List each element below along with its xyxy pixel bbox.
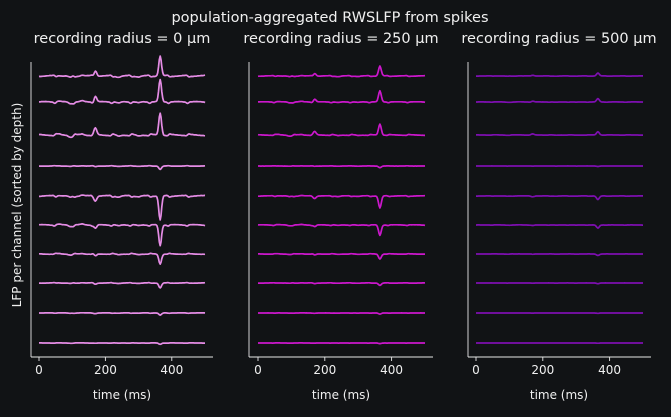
- x-tick-label: 0: [472, 363, 480, 377]
- series-line-channel-7: [39, 253, 205, 264]
- axes: 0 200 400: [249, 62, 433, 377]
- series-line-channel-3: [258, 124, 425, 136]
- series-line-channel-1: [476, 73, 643, 76]
- subplot-title: recording radius = 0 μm: [34, 31, 211, 47]
- series-line-channel-5: [476, 196, 643, 200]
- subplot-radius-500: recording radius = 500 μm time (ms) 0 200…: [461, 31, 656, 402]
- trace-group: [39, 56, 205, 344]
- series-line-channel-6: [258, 224, 425, 235]
- series-line-channel-2: [476, 99, 643, 103]
- series-line-channel-10: [39, 343, 205, 345]
- series-line-channel-2: [258, 91, 425, 103]
- x-tick-label: 400: [160, 363, 183, 377]
- trace-group: [258, 66, 425, 344]
- x-axis-label: time (ms): [530, 388, 588, 402]
- series-line-channel-6: [39, 224, 205, 246]
- series-line-channel-2: [39, 80, 205, 104]
- series-line-channel-4: [39, 166, 205, 170]
- x-tick-label: 200: [313, 363, 336, 377]
- axes: 0 200 400: [468, 62, 651, 377]
- x-tick-label: 200: [94, 363, 117, 377]
- axes: 0 200 400: [31, 62, 213, 377]
- series-line-channel-7: [476, 254, 643, 256]
- series-line-channel-9: [258, 313, 425, 314]
- series-line-channel-9: [39, 313, 205, 315]
- trace-group: [476, 73, 643, 343]
- series-line-channel-8: [39, 283, 205, 288]
- series-line-channel-5: [39, 195, 205, 220]
- series-line-channel-8: [476, 283, 643, 284]
- series-line-channel-10: [258, 343, 425, 344]
- series-line-channel-8: [258, 283, 425, 286]
- series-line-channel-5: [258, 196, 425, 209]
- series-line-channel-3: [39, 113, 205, 137]
- series-line-channel-1: [39, 56, 205, 77]
- x-tick-label: 0: [35, 363, 43, 377]
- x-tick-label: 400: [380, 363, 403, 377]
- y-axis-label: LFP per channel (sorted by depth): [10, 103, 24, 308]
- x-axis-label: time (ms): [312, 388, 370, 402]
- subplot-radius-0: recording radius = 0 μm time (ms) 0 200 40…: [31, 31, 213, 402]
- series-line-channel-3: [476, 132, 643, 136]
- subplot-title: recording radius = 250 μm: [243, 31, 438, 47]
- series-line-channel-7: [258, 254, 425, 259]
- subplot-radius-250: recording radius = 250 μm time (ms) 0 200…: [243, 31, 438, 402]
- series-line-channel-4: [258, 166, 425, 168]
- x-tick-label: 200: [531, 363, 554, 377]
- x-tick-label: 400: [598, 363, 621, 377]
- series-line-channel-6: [476, 225, 643, 228]
- figure-suptitle: population-aggregated RWSLFP from spikes: [171, 10, 488, 26]
- x-axis-label: time (ms): [93, 388, 151, 402]
- x-tick-label: 0: [254, 363, 262, 377]
- subplot-title: recording radius = 500 μm: [461, 31, 656, 47]
- series-line-channel-4: [476, 166, 643, 167]
- series-line-channel-1: [258, 66, 425, 77]
